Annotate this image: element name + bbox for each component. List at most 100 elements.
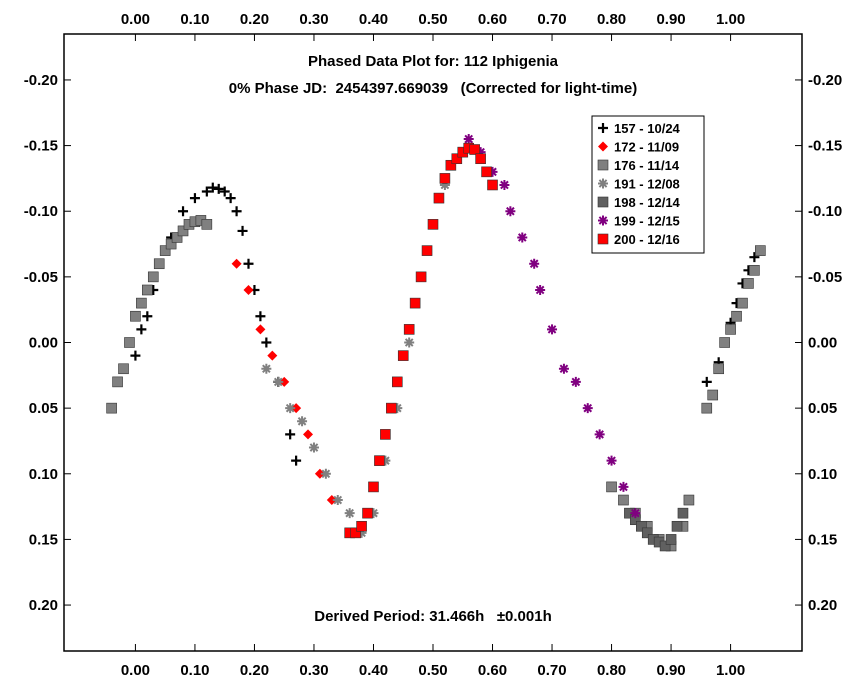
x-tick-label-top: 0.40 [359, 11, 388, 28]
data-point [517, 232, 528, 243]
data-point [665, 534, 677, 545]
series-5 [463, 134, 641, 519]
x-tick-label-top: 1.00 [716, 11, 745, 28]
data-point [487, 166, 498, 177]
data-point [332, 495, 343, 506]
data-point [618, 494, 629, 506]
data-point [368, 481, 379, 493]
x-tick-label-bottom: 0.30 [299, 662, 328, 679]
data-point [106, 402, 117, 414]
data-point [291, 455, 302, 466]
data-point [297, 416, 308, 427]
data-point [421, 245, 433, 256]
y-tick-label-right: 0.20 [808, 597, 837, 614]
chart-title: Phased Data Plot for: 112 Iphigenia [308, 53, 559, 70]
data-point [671, 520, 683, 532]
y-tick-label-right: -0.15 [808, 138, 842, 155]
data-point [404, 337, 415, 348]
x-tick-label-bottom: 0.60 [478, 662, 507, 679]
data-point [659, 540, 671, 552]
y-tick-label-left: -0.20 [24, 72, 58, 89]
data-point [606, 481, 617, 493]
x-tick-label-bottom: 1.00 [716, 662, 745, 679]
y-tick-label-right: -0.10 [808, 203, 842, 220]
x-tick-label-top: 0.20 [240, 11, 269, 28]
data-point [606, 455, 617, 466]
data-point [356, 520, 367, 532]
legend-marker [598, 123, 608, 133]
data-point [136, 324, 147, 335]
legend-label: 157 - 10/24 [614, 121, 681, 136]
data-point [368, 508, 379, 519]
data-point [130, 350, 141, 361]
data-point [683, 494, 695, 506]
data-points-layer [106, 134, 766, 552]
x-tick-label-top: 0.00 [121, 11, 150, 28]
data-point [320, 468, 331, 479]
data-point [153, 258, 165, 270]
data-point [749, 252, 760, 263]
data-point [415, 271, 427, 283]
period-annotation: Derived Period: 31.466h ±0.001h [314, 608, 552, 625]
data-point [130, 310, 141, 322]
data-point [737, 297, 748, 309]
data-point [570, 376, 581, 387]
data-point [225, 193, 236, 204]
legend-label: 176 - 11/14 [614, 158, 680, 173]
data-point [255, 311, 266, 322]
data-point [303, 429, 314, 440]
data-point [701, 376, 712, 387]
data-point [636, 520, 647, 532]
data-point [178, 206, 189, 217]
data-point [755, 245, 766, 256]
data-point [147, 271, 159, 283]
data-point [505, 206, 516, 217]
data-point [439, 179, 450, 190]
data-point [255, 324, 266, 335]
data-point [529, 258, 540, 269]
data-point [171, 232, 183, 243]
y-tick-label-left: -0.15 [24, 138, 58, 155]
data-point [231, 206, 242, 217]
data-point [159, 245, 171, 256]
data-point [112, 376, 123, 388]
data-point [118, 363, 129, 375]
series-4 [624, 507, 689, 552]
legend-marker [597, 233, 609, 245]
x-tick-label-top: 0.80 [597, 11, 626, 28]
legend-marker [597, 159, 609, 171]
data-point [344, 508, 355, 519]
legend-label: 198 - 12/14 [614, 195, 681, 210]
data-point [701, 402, 713, 414]
data-point [397, 350, 409, 361]
data-point [725, 324, 736, 335]
data-point [594, 429, 605, 440]
data-point [142, 284, 153, 296]
x-tick-label-top: 0.30 [299, 11, 328, 28]
data-point [713, 363, 724, 375]
data-point [641, 527, 653, 539]
data-point [749, 264, 760, 276]
legend-label: 172 - 11/09 [614, 140, 679, 155]
data-point [267, 350, 278, 361]
x-tick-label-bottom: 0.70 [537, 662, 566, 679]
y-tick-label-left: 0.00 [29, 335, 58, 352]
data-point [219, 186, 230, 197]
x-tick-label-bottom: 0.50 [418, 662, 447, 679]
series-6 [344, 142, 498, 539]
data-point [213, 183, 224, 194]
data-point [499, 179, 510, 190]
data-point [582, 403, 593, 414]
x-tick-label-bottom: 0.20 [240, 662, 269, 679]
data-point [427, 219, 439, 230]
data-point [618, 481, 629, 492]
y-tick-label-right: -0.20 [808, 72, 842, 89]
data-point [243, 284, 254, 295]
legend-label: 199 - 12/15 [614, 214, 680, 229]
legend-marker [597, 196, 609, 208]
legend-box [591, 115, 705, 254]
tick-layer: 0.00 0.00 0.10 0.10 0.20 0.20 0.30 0.30 0.40 0.40… [24, 11, 842, 679]
legend-marker [598, 215, 608, 226]
data-point [463, 134, 474, 145]
